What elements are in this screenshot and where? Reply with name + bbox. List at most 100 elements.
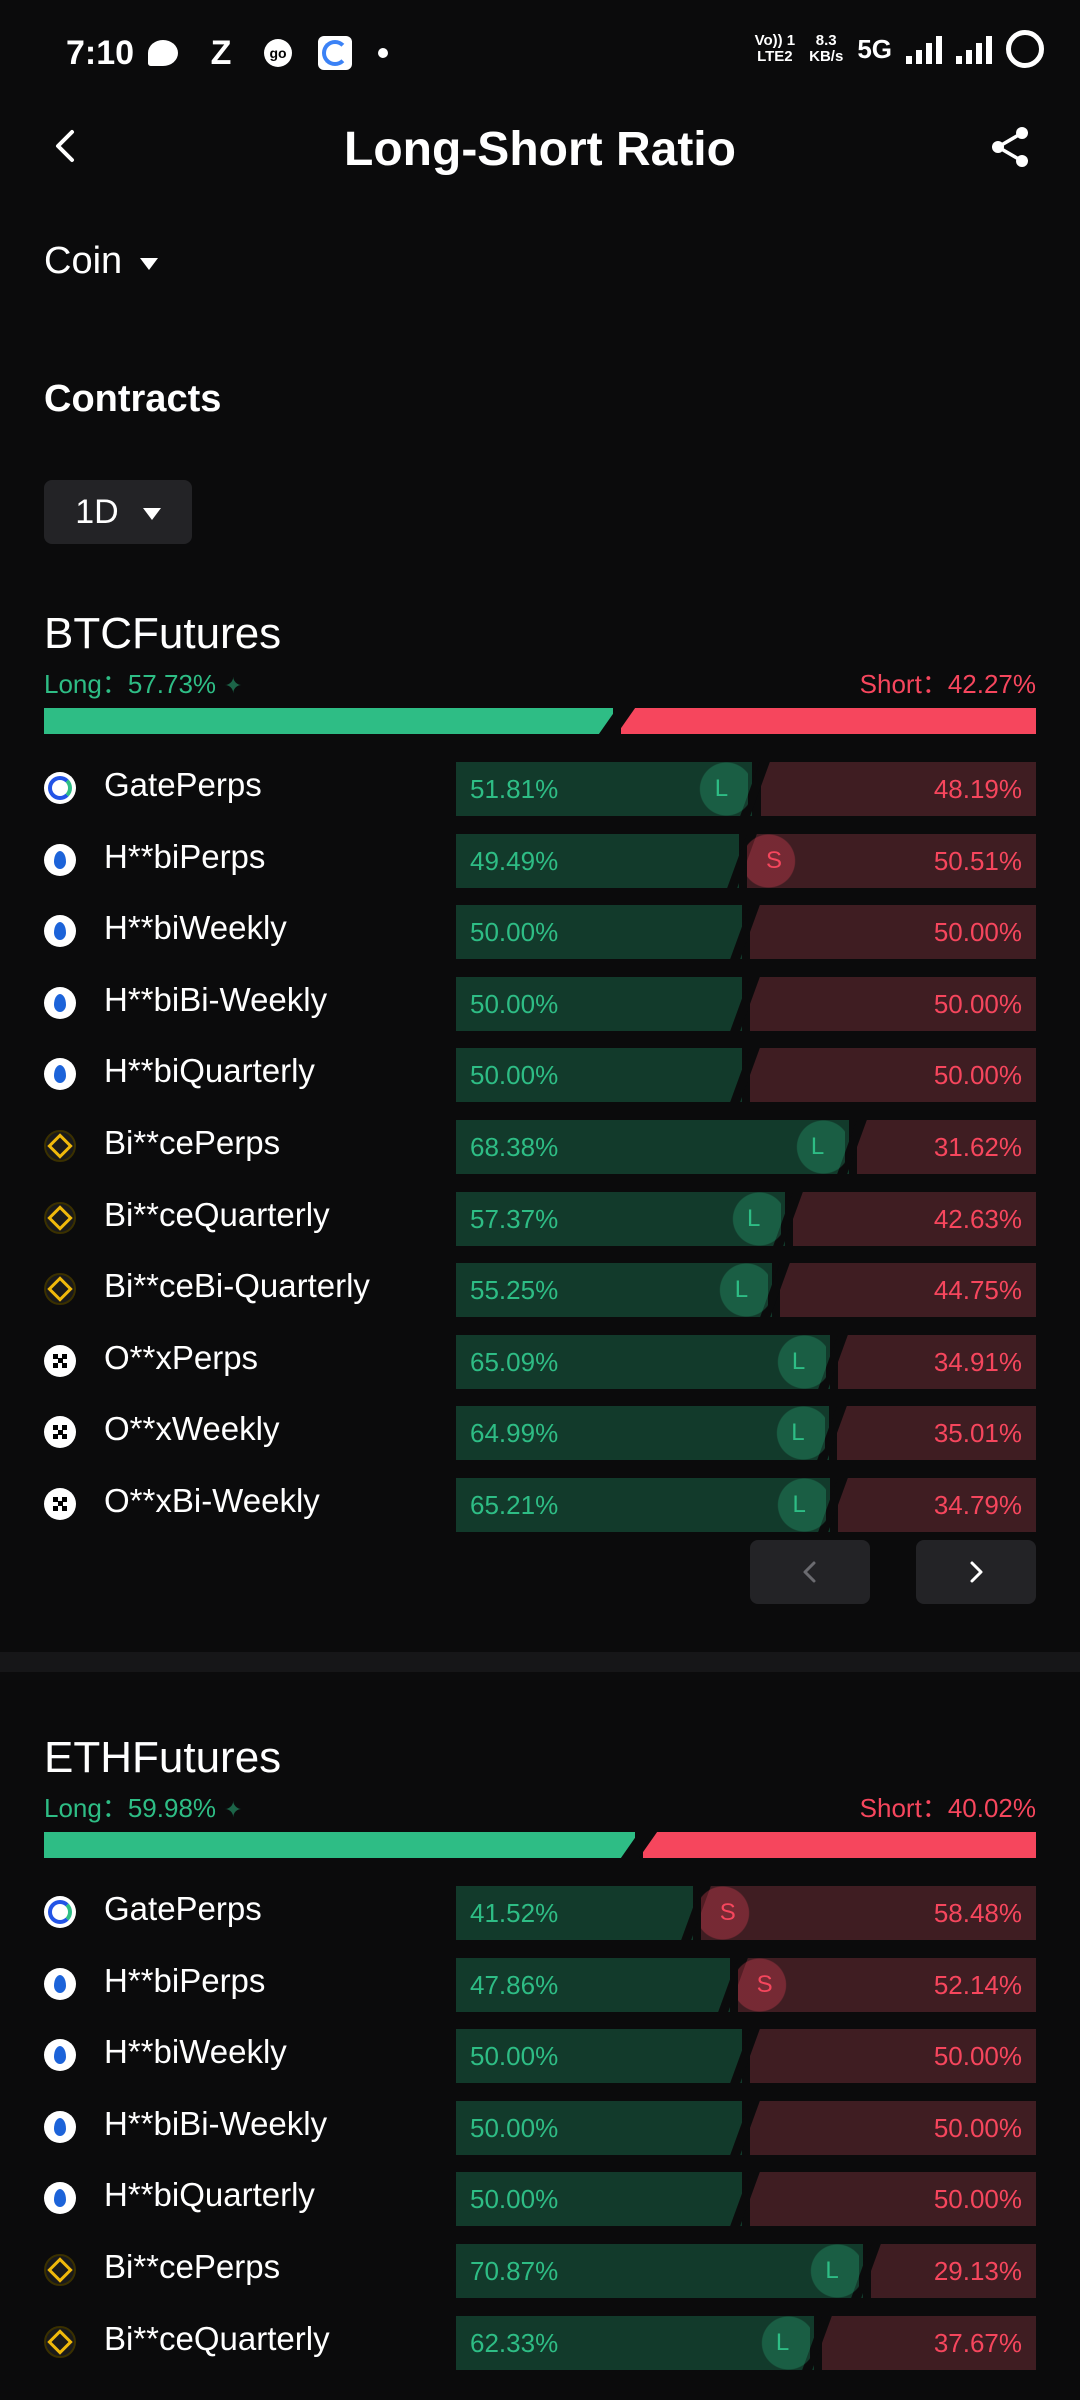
long-summary: Long：59.98% ✦ [44, 1793, 243, 1823]
exchange-row[interactable]: Bi**ceBi-Quarterly L 55.25% 44.75% [44, 1257, 1036, 1329]
exchange-row[interactable]: Bi**cePerps L 68.38% 31.62% [44, 1114, 1036, 1186]
short-percent: 44.75% [933, 1275, 1022, 1306]
section-title: ETHFutures [44, 1733, 282, 1782]
long-percent: 50.00% [470, 1060, 559, 1091]
ratio-short-fill [792, 1191, 1036, 1246]
share-icon [992, 127, 1028, 167]
prev-page-button[interactable] [750, 1540, 870, 1604]
exchange-row[interactable]: H**biWeekly 50.00% 50.00% [44, 899, 1036, 971]
coin-label: Coin [44, 240, 123, 282]
ratio-short-fill [750, 905, 1036, 960]
network-speed: 8.3 KB/s [809, 33, 843, 65]
volte-top-text: Vo)) 1 [754, 32, 796, 49]
exchange-row[interactable]: Bi**ceQuarterly L 62.33% 37.67% [44, 2310, 1036, 2382]
short-percent: 34.79% [933, 1489, 1022, 1520]
ratio-long-fill [456, 1119, 849, 1174]
exchange-row[interactable]: H**biQuarterly 50.00% 50.00% [44, 1042, 1036, 1114]
short-percent: 42.63% [933, 1203, 1022, 1234]
exchange-name: Bi**cePerps [104, 1123, 281, 1161]
exchange-row[interactable]: H**biBi-Weekly 50.00% 50.00% [44, 2095, 1036, 2167]
exchange-row[interactable]: Bi**cePerps L 70.87% 29.13% [44, 2238, 1036, 2310]
ratio-short-fill [700, 1886, 1036, 1940]
gate-icon [44, 1896, 76, 1928]
exchange-row[interactable]: H**biPerps S 47.86% 52.14% [44, 1952, 1036, 2024]
share-button[interactable] [988, 124, 1034, 170]
long-marker: L [694, 762, 749, 816]
coin-selector[interactable]: Coin [44, 240, 159, 283]
google-icon [318, 36, 352, 70]
long-percent: 50.00% [470, 988, 559, 1019]
short-percent: 31.62% [933, 1131, 1022, 1162]
huobi-icon [44, 2110, 76, 2143]
exchange-row[interactable]: H**biPerps S 49.49% 50.51% [44, 828, 1036, 900]
long-bar-fill [44, 1832, 635, 1858]
long-marker: L [726, 1191, 781, 1246]
exchange-row[interactable]: H**biWeekly 50.00% 50.00% [44, 2023, 1036, 2095]
short-percent: 37.67% [933, 2327, 1022, 2358]
ratio-summary: Long：57.73% ✦ Short：42.27% [44, 664, 1036, 700]
section-title: BTCFutures [44, 609, 282, 658]
volte-indicator: Vo)) 1 LTE2 [755, 33, 796, 65]
gate-icon [44, 772, 76, 804]
exchange-row[interactable]: H**biQuarterly 50.00% 50.00% [44, 2166, 1036, 2238]
short-percent: 50.00% [933, 988, 1022, 1019]
exchange-row[interactable]: O**xWeekly L 64.99% 35.01% [44, 1400, 1036, 1472]
period-dropdown[interactable]: 1D [44, 480, 192, 544]
ratio-bar: L 70.87% 29.13% [456, 2243, 1036, 2298]
ratio-short-fill [871, 2243, 1036, 2298]
long-marker: L [714, 1263, 769, 1318]
long-percent: 50.00% [470, 2184, 559, 2215]
short-bar-fill [620, 708, 1036, 734]
back-button[interactable] [46, 126, 86, 166]
sparkle-icon: ✦ [224, 673, 243, 698]
exchange-row[interactable]: GatePerps S 41.52% 58.48% [44, 1880, 1036, 1952]
long-percent: 68.38% [470, 1131, 559, 1162]
short-percent: 34.91% [933, 1346, 1022, 1377]
ratio-short-fill [750, 2172, 1036, 2227]
ratio-short-fill [737, 1957, 1036, 2012]
next-page-button[interactable] [916, 1540, 1036, 1604]
short-percent: 50.00% [933, 917, 1022, 948]
ratio-short-fill [780, 1263, 1036, 1318]
signal-strength-2-icon [956, 34, 992, 64]
ratio-bar: S 47.86% 52.14% [456, 1957, 1036, 2012]
ratio-long-fill [456, 2029, 742, 2084]
long-short-bar [44, 708, 1036, 734]
go-app-icon: go [264, 39, 292, 67]
ratio-long-fill [456, 1886, 693, 1940]
exchange-row[interactable]: H**biBi-Weekly 50.00% 50.00% [44, 971, 1036, 1043]
volte-bottom-text: LTE2 [757, 48, 793, 65]
exchange-name: H**biBi-Weekly [104, 2104, 328, 2142]
exchange-row[interactable]: O**xPerps L 65.09% 34.91% [44, 1329, 1036, 1401]
ratio-short-fill [760, 762, 1036, 816]
ratio-bar: L 65.21% 34.79% [456, 1477, 1036, 1532]
long-percent: 49.49% [470, 845, 559, 876]
exchange-row[interactable]: GatePerps L 51.81% 48.19% [44, 756, 1036, 828]
ratio-short-fill [747, 833, 1036, 888]
short-marker: S [700, 1886, 755, 1940]
long-marker: L [805, 2243, 860, 2298]
btc-futures-section: BTCFutures Long：57.73% ✦ Short：42.27% GatePe… [44, 604, 1036, 1544]
exchange-name: H**biQuarterly [104, 2176, 315, 2214]
long-percent: 50.00% [470, 917, 559, 948]
binance-icon [44, 1201, 76, 1234]
ratio-short-fill [821, 2315, 1036, 2370]
binance-icon [44, 1273, 76, 1306]
huobi-icon [44, 986, 76, 1019]
ratio-long-fill [456, 1263, 773, 1318]
exchange-row[interactable]: O**xBi-Weekly L 65.21% 34.79% [44, 1472, 1036, 1544]
chevron-left-icon [803, 1561, 816, 1583]
ratio-long-fill [456, 1957, 730, 2012]
exchange-row[interactable]: Bi**ceQuarterly L 57.37% 42.63% [44, 1186, 1036, 1258]
ratio-long-fill [456, 1477, 831, 1532]
z-app-icon: Z [210, 33, 232, 72]
ratio-short-fill [750, 2029, 1036, 2084]
short-summary: Short：42.27% [859, 669, 1036, 699]
exchange-name: Bi**ceQuarterly [104, 1195, 330, 1233]
ratio-short-fill [838, 1477, 1036, 1532]
ratio-bar: 50.00% 50.00% [456, 2029, 1036, 2084]
long-marker: L [770, 1406, 825, 1461]
long-percent: 50.00% [470, 2112, 559, 2143]
short-bar-fill [643, 1832, 1036, 1858]
short-summary: Short：40.02% [859, 1793, 1036, 1823]
